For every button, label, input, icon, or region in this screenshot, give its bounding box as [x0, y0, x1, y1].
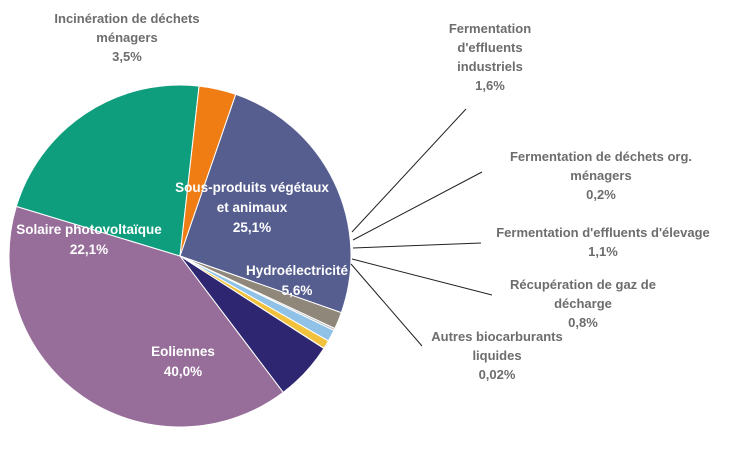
slice-name-line: Eoliennes — [151, 344, 215, 359]
slice-value-label: 1,1% — [588, 244, 618, 259]
slice-value-label: 25,1% — [233, 220, 271, 235]
slice-value-label: 40,0% — [164, 364, 202, 379]
slice-name-line: ménagers — [570, 168, 631, 183]
pie-slices — [8, 84, 352, 428]
slice-name-line: Fermentation de déchets org. — [510, 149, 692, 164]
slice-name-line: Hydroélectricité — [246, 263, 349, 278]
slice-label-autres-biocarburants-liquides: Autres biocarburants liquides 0,02% — [431, 329, 562, 382]
slice-label-sous-produits-vegetaux-et-animaux: Sous-produits végétaux et animaux 25,1% — [175, 180, 329, 235]
slice-name-line: décharge — [554, 296, 612, 311]
slice-name-line: industriels — [457, 59, 523, 74]
pie-slice-incineration-de-dechets-menagers — [179, 85, 237, 257]
slice-value-label: 1,6% — [475, 78, 505, 93]
leader-line-fermentation-de-dechets-org-menagers — [352, 171, 483, 241]
slice-value-label: 5,6% — [282, 283, 313, 298]
slice-name-line: Sous-produits végétaux — [175, 180, 329, 195]
slice-value-label: 0,8% — [568, 315, 598, 330]
leader-lines — [350, 108, 493, 347]
slice-name-line: ménagers — [96, 30, 157, 45]
leader-line-fermentation-d-effluents-industriels — [351, 108, 467, 233]
slice-name-line: Solaire photovoltaïque — [16, 222, 162, 237]
slice-name-line: Incinération de déchets — [54, 11, 199, 26]
slice-label-recuperation-de-gaz-de-decharge: Récupération de gaz de décharge 0,8% — [510, 277, 656, 330]
slice-value-label: 22,1% — [70, 242, 108, 257]
slice-label-fermentation-de-dechets-org-menagers: Fermentation de déchets org. ménagers 0,2% — [510, 149, 692, 202]
leader-line-recuperation-de-gaz-de-decharge — [351, 258, 493, 296]
slice-value-label: 3,5% — [112, 49, 142, 64]
slice-label-eoliennes: Eoliennes 40,0% — [151, 344, 215, 379]
slice-label-hydroelectricite: Hydroélectricité 5,6% — [246, 263, 349, 298]
slice-label-incineration-de-dechets-menagers: Incinération de déchets ménagers 3,5% — [54, 11, 199, 64]
slice-name-line: Fermentation — [449, 21, 531, 36]
pie-slice-sous-produits-vegetaux-et-animaux — [179, 93, 352, 314]
slice-label-fermentation-d-effluents-industriels: Fermentation d'effluents industriels 1,6% — [449, 21, 531, 93]
leader-line-fermentation-d-effluents-d-elevage — [352, 242, 482, 249]
slice-label-solaire-photovoltaique: Solaire photovoltaïque 22,1% — [16, 222, 162, 257]
slice-label-fermentation-d-effluents-d-elevage: Fermentation d'effluents d'élevage 1,1% — [496, 225, 710, 259]
slice-name-line: d'effluents — [457, 40, 522, 55]
leader-line-autres-biocarburants-liquides — [350, 263, 423, 347]
slice-name-line: liquides — [472, 348, 521, 363]
pie-slice-eoliennes — [8, 205, 284, 428]
slice-name-line: Récupération de gaz de — [510, 277, 656, 292]
pie-slice-solaire-photovoltaique — [15, 84, 200, 257]
slice-name-line: Autres biocarburants — [431, 329, 562, 344]
slice-name-line: et animaux — [217, 200, 288, 215]
slice-value-label: 0,02% — [479, 367, 516, 382]
slice-name-line: Fermentation d'effluents d'élevage — [496, 225, 710, 240]
slice-labels: Sous-produits végétaux et animaux 25,1% Fer… — [16, 11, 710, 382]
slice-value-label: 0,2% — [586, 187, 616, 202]
